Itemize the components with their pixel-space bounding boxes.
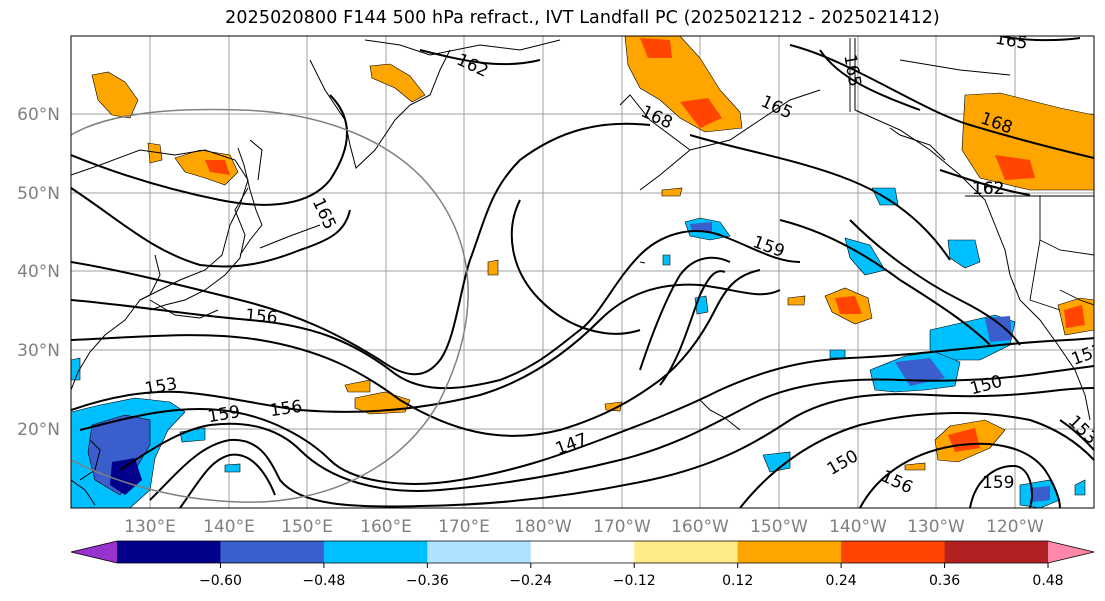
colorbar-tick-label: −0.36 — [406, 573, 449, 589]
lat-label: 20°N — [17, 420, 60, 440]
positive-shading — [91, 36, 1094, 471]
colorbar-tick-label: −0.24 — [509, 573, 552, 589]
contour-label: 165 — [994, 29, 1029, 54]
map-title: 2025020800 F144 500 hPa refract., IVT La… — [225, 8, 940, 28]
contour-label: 153 — [143, 374, 178, 399]
contour-label: 147 — [553, 430, 590, 460]
lon-label: 140°E — [203, 517, 255, 537]
lon-label: 150°E — [281, 517, 333, 537]
colorbar-outline — [70, 540, 1095, 564]
lat-label: 60°N — [17, 105, 60, 125]
colorbar-segment — [841, 541, 946, 563]
highlight-circle — [71, 108, 469, 503]
lon-label: 170°E — [438, 517, 490, 537]
contour-label: 150 — [824, 446, 862, 480]
colorbar-tick-label: 0.12 — [722, 573, 753, 589]
colorbar-extend-low — [71, 541, 117, 563]
contour-label: 162 — [972, 179, 1004, 199]
negative-shading — [71, 187, 1086, 508]
colorbar-segment — [737, 541, 842, 563]
colorbar-extend-high — [1048, 541, 1094, 563]
lon-label: 180°W — [514, 517, 572, 537]
contour-label: 156 — [269, 397, 304, 421]
lon-label: 130°W — [907, 517, 965, 537]
lon-label: 160°W — [671, 517, 729, 537]
colorbar-segment — [323, 541, 428, 563]
contour-labels: 162 165 168 165 165 162 165 168 162 159 … — [143, 29, 1105, 498]
contour-label: 165 — [839, 53, 864, 88]
contour-label: 165 — [758, 92, 796, 124]
lon-label: 140°W — [829, 517, 887, 537]
colorbar-tick-label: −0.48 — [302, 573, 345, 589]
colorbar: −0.60 −0.48 −0.36 −0.24 −0.12 0.12 0.24 0.36 0.4… — [70, 540, 1095, 589]
lon-label: 130°E — [124, 517, 176, 537]
colorbar-segment — [427, 541, 532, 563]
contour-label: 159 — [982, 473, 1014, 493]
contour-label: 156 — [878, 466, 916, 498]
colorbar-segment — [944, 541, 1049, 563]
colorbar-tick-label: −0.12 — [613, 573, 656, 589]
contour-label: 162 — [453, 50, 491, 82]
contour-label: 165 — [308, 195, 340, 233]
contour-label: 162 — [972, 179, 1004, 199]
lat-label: 40°N — [17, 262, 60, 282]
colorbar-tick-label: 0.36 — [929, 573, 960, 589]
colorbar-tick-label: −0.60 — [199, 573, 242, 589]
colorbar-segment — [634, 541, 739, 563]
lat-label: 50°N — [17, 184, 60, 204]
colorbar-tick-label: 0.48 — [1032, 573, 1063, 589]
lon-label: 150°W — [750, 517, 808, 537]
lat-label: 30°N — [17, 341, 60, 361]
contour-label: 153 — [1069, 340, 1105, 370]
lon-label: 160°E — [360, 517, 412, 537]
contour-label: 153 — [1064, 412, 1101, 449]
longitude-labels: 130°E 140°E 150°E 160°E 170°E 180°W 170°… — [124, 517, 1044, 537]
contour-label: 156 — [244, 306, 278, 329]
colorbar-tick-label: 0.24 — [826, 573, 857, 589]
lon-label: 120°W — [986, 517, 1044, 537]
lon-label: 170°W — [593, 517, 651, 537]
latitude-labels: 60°N 50°N 40°N 30°N 20°N — [17, 105, 60, 440]
colorbar-segment — [530, 541, 635, 563]
boundaries — [849, 38, 1094, 311]
contour-label: 159 — [750, 232, 787, 262]
refractivity-contours — [71, 36, 1094, 508]
map-frame — [70, 35, 1095, 509]
colorbar-segment — [220, 541, 325, 563]
colorbar-segment — [117, 541, 221, 563]
